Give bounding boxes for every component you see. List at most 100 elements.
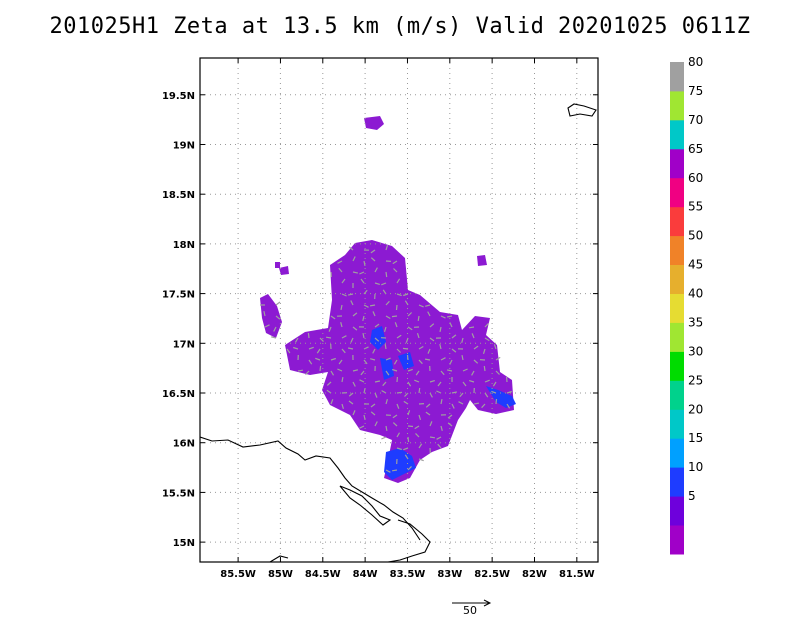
wind-vector bbox=[352, 410, 356, 416]
wind-vector bbox=[305, 370, 310, 376]
wind-vector bbox=[385, 271, 388, 278]
wind-vector bbox=[360, 370, 365, 376]
wind-vector bbox=[308, 359, 313, 365]
colorbar-segment bbox=[670, 438, 684, 468]
wind-vector bbox=[359, 271, 365, 275]
lon-tick-label: 81.5W bbox=[559, 569, 595, 580]
wind-vector bbox=[415, 370, 420, 376]
wind-vector bbox=[308, 346, 314, 350]
wind-vector bbox=[495, 398, 498, 405]
map-gridlines bbox=[200, 58, 598, 562]
field-small-3 bbox=[275, 262, 280, 268]
wind-vector bbox=[425, 403, 431, 408]
wind-vector bbox=[403, 293, 409, 297]
wind-vector bbox=[506, 403, 511, 409]
wind-vector bbox=[370, 257, 376, 262]
wind-vector bbox=[385, 245, 389, 251]
wind-vector bbox=[484, 379, 490, 383]
wind-vector bbox=[392, 260, 398, 265]
coastline bbox=[200, 103, 597, 562]
wind-vector bbox=[446, 369, 453, 372]
wind-vector bbox=[425, 411, 431, 416]
colorbar-segment bbox=[670, 322, 684, 352]
wind-vector bbox=[275, 301, 281, 306]
wind-vector bbox=[495, 356, 501, 361]
wind-vector bbox=[370, 411, 376, 416]
wind-vector bbox=[374, 421, 378, 427]
colorbar-segment bbox=[670, 206, 684, 237]
wind-vector bbox=[352, 312, 358, 317]
wind-vector bbox=[462, 368, 468, 372]
wind-vector bbox=[363, 304, 369, 308]
vector-key: 50 bbox=[452, 599, 492, 617]
wind-vector bbox=[392, 414, 398, 419]
wind-vector bbox=[270, 336, 277, 339]
field-main bbox=[285, 240, 514, 483]
wind-vector bbox=[362, 315, 365, 322]
wind-vector bbox=[484, 392, 489, 398]
colorbar-segment bbox=[670, 62, 684, 92]
field-small-2 bbox=[477, 255, 487, 266]
wind-vector bbox=[391, 315, 398, 318]
wind-vector bbox=[451, 391, 458, 394]
wind-vector bbox=[429, 436, 435, 439]
radar-field bbox=[260, 116, 516, 483]
lon-tick-label: 82W bbox=[522, 569, 547, 580]
wind-vector bbox=[352, 326, 358, 331]
wind-vector bbox=[370, 249, 376, 254]
wind-vector bbox=[459, 392, 464, 398]
wind-vector bbox=[326, 336, 332, 339]
colorbar-label: 35 bbox=[688, 316, 703, 330]
wind-vector bbox=[396, 432, 401, 438]
colorbar-segment bbox=[670, 235, 684, 265]
lon-tick-label: 84W bbox=[353, 569, 378, 580]
wind-vector bbox=[341, 335, 347, 339]
high-wind-patch bbox=[370, 326, 386, 350]
wind-vector bbox=[471, 370, 475, 376]
wind-vector bbox=[437, 443, 442, 449]
wind-vector bbox=[374, 323, 380, 328]
wind-vector bbox=[385, 425, 388, 432]
wind-vector bbox=[418, 345, 424, 350]
wind-vector bbox=[286, 348, 291, 354]
colorbar-label: 65 bbox=[688, 142, 703, 156]
lon-tick-label: 85W bbox=[268, 569, 293, 580]
wind-vector bbox=[407, 410, 411, 416]
wind-vector bbox=[341, 376, 344, 383]
field-west bbox=[260, 294, 282, 338]
wind-vector bbox=[440, 398, 443, 405]
wind-vector bbox=[461, 337, 464, 343]
wind-vector bbox=[340, 304, 343, 311]
wind-vector bbox=[374, 337, 380, 342]
colorbar-segment bbox=[670, 148, 684, 179]
wind-vector bbox=[297, 369, 303, 372]
latitude-axis: 19.5N 19N 18.5N 18N 17.5N 17N 16.5N 16N 15.5N 15N bbox=[162, 91, 598, 549]
wind-vector bbox=[374, 392, 378, 398]
colorbar-segment bbox=[670, 467, 684, 497]
colorbar-label: 25 bbox=[688, 373, 703, 387]
lat-tick-label: 19N bbox=[173, 140, 195, 151]
wind-vector bbox=[348, 246, 354, 251]
wind-vector bbox=[273, 326, 277, 332]
wind-vector bbox=[330, 315, 336, 320]
field-small-1 bbox=[279, 266, 289, 275]
lat-tick-label: 15.5N bbox=[162, 488, 195, 499]
lat-tick-label: 17N bbox=[173, 339, 195, 350]
wind-vector bbox=[446, 315, 453, 318]
wind-vector bbox=[418, 304, 424, 308]
wind-vector bbox=[385, 469, 391, 473]
wind-vector bbox=[436, 436, 442, 440]
high-wind-patch bbox=[398, 352, 414, 370]
wind-vector bbox=[424, 358, 431, 361]
wind-vector bbox=[396, 403, 400, 409]
wind-vector bbox=[326, 381, 332, 386]
wind-vector bbox=[341, 403, 344, 409]
map-frame bbox=[199, 57, 599, 563]
wind-vector bbox=[363, 359, 368, 365]
wind-vector bbox=[347, 347, 354, 350]
wind-vector bbox=[328, 326, 332, 332]
wind-vector bbox=[392, 422, 398, 427]
colorbar-label: 55 bbox=[688, 200, 703, 214]
wind-vector bbox=[506, 390, 512, 394]
wind-vector bbox=[414, 379, 420, 383]
